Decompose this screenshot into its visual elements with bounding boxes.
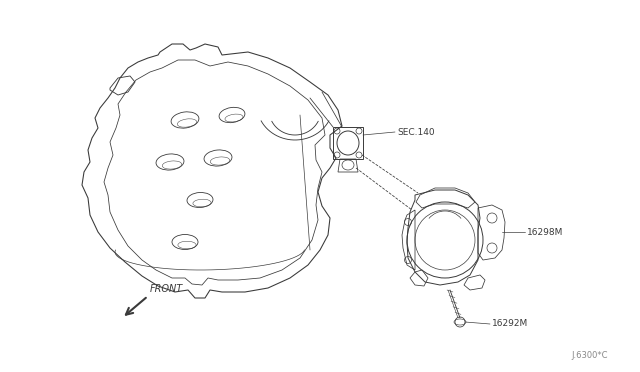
Text: J.6300*C: J.6300*C (572, 351, 608, 360)
Text: SEC.140: SEC.140 (397, 128, 435, 137)
Text: 16298M: 16298M (527, 228, 563, 237)
Text: 16292M: 16292M (492, 320, 528, 328)
Text: FRONT: FRONT (150, 284, 183, 294)
